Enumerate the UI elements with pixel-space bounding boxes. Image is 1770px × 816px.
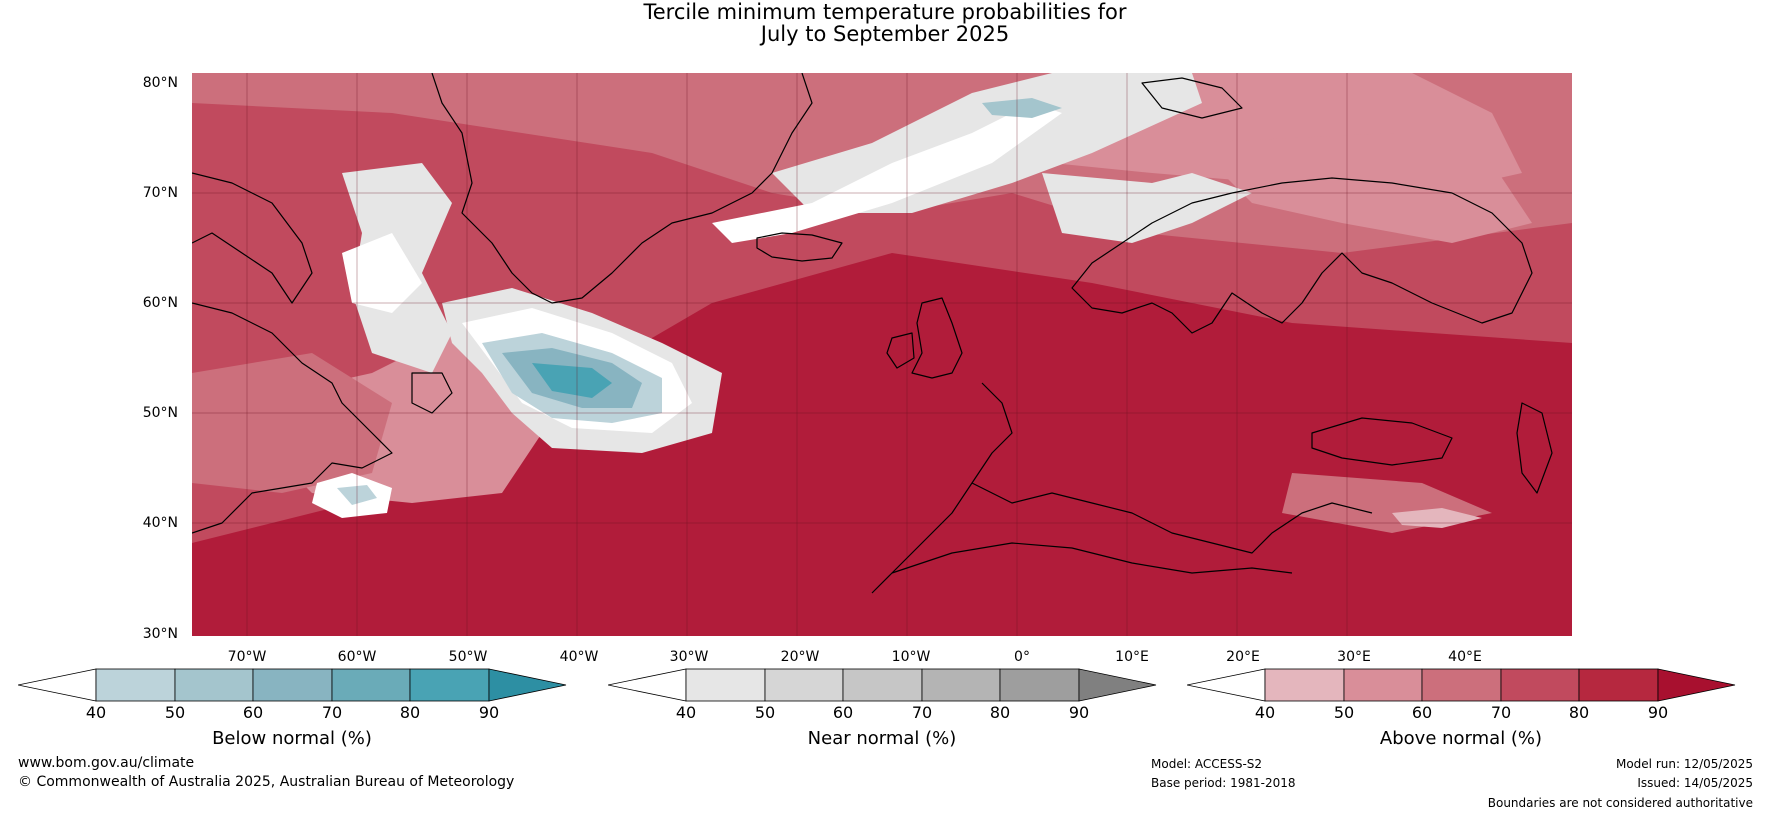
lon-label-30e: 30°E: [1337, 649, 1371, 665]
zone-near-normal-norway: [1042, 173, 1252, 243]
cb-near-seg-2: [764, 668, 844, 702]
cb-near-seg-5: [999, 668, 1080, 702]
cb-near-seg-1: [685, 668, 766, 702]
cb-near-seg-4: [921, 668, 1001, 702]
lat-label-50n: 50°N: [142, 405, 178, 421]
cb-below-seg-5: [409, 668, 490, 702]
cb-above-tick-60: 60: [1411, 703, 1433, 722]
cb-below-tick-50: 50: [164, 703, 186, 722]
footer-model-run: Model run: 12/05/2025: [1615, 757, 1753, 771]
lon-label-0: 0°: [1014, 649, 1030, 665]
cb-below-tick-60: 60: [242, 703, 264, 722]
lon-label-30w: 30°W: [669, 649, 709, 665]
zone-caspian-light: [1392, 508, 1482, 528]
map-fill: [192, 73, 1572, 636]
footer-base-period: Base period: 1981-2018: [1151, 776, 1296, 790]
probability-map: [192, 73, 1572, 636]
lon-label-40e: 40°E: [1448, 649, 1482, 665]
lon-label-20e: 20°E: [1226, 649, 1260, 665]
colorbar-near-normal: [608, 668, 1157, 702]
lat-label-40n: 40°N: [142, 515, 178, 531]
cb-above-tick-90: 90: [1647, 703, 1669, 722]
lat-label-70n: 70°N: [142, 185, 178, 201]
colorbar-below-normal: [18, 668, 567, 702]
lat-label-80n: 80°N: [142, 75, 178, 91]
cb-above-arrow-high: [1657, 668, 1736, 702]
cb-label-near-normal: Near normal (%): [807, 728, 957, 749]
cb-below-seg-3: [252, 668, 333, 702]
cb-below-seg-4: [331, 668, 411, 702]
cb-below-tick-40: 40: [85, 703, 107, 722]
cb-near-arrow-high: [1078, 668, 1157, 702]
cb-above-seg-1: [1264, 668, 1345, 702]
cb-near-arrow-low: [608, 668, 687, 702]
lon-label-10w: 10°W: [891, 649, 931, 665]
lon-label-50w: 50°W: [448, 649, 488, 665]
zone-scandinavia-50-60: [1192, 133, 1532, 243]
zone-canada-60-70: [192, 353, 392, 493]
lat-label-60n: 60°N: [142, 295, 178, 311]
cb-below-tick-80: 80: [399, 703, 421, 722]
footer-issued: Issued: 14/05/2025: [1637, 776, 1753, 790]
cb-above-tick-80: 80: [1568, 703, 1590, 722]
cb-above-tick-40: 40: [1254, 703, 1276, 722]
cb-above-arrow-low: [1187, 668, 1266, 702]
cb-near-tick-90: 90: [1068, 703, 1090, 722]
zone-white-band: [712, 103, 1062, 243]
cb-near-tick-60: 60: [832, 703, 854, 722]
cb-above-seg-5: [1578, 668, 1659, 702]
lat-label-30n: 30°N: [142, 626, 178, 642]
cb-above-seg-3: [1421, 668, 1502, 702]
zone-labrador-white: [342, 233, 422, 313]
lon-label-70w: 70°W: [227, 649, 267, 665]
cb-label-above-normal: Above normal (%): [1379, 728, 1543, 749]
footer-url: www.bom.gov.au/climate: [18, 755, 195, 771]
lon-label-40w: 40°W: [559, 649, 599, 665]
cb-above-tick-50: 50: [1333, 703, 1355, 722]
zone-below-small: [982, 98, 1062, 118]
map-title-line1: Tercile minimum temperature probabilitie…: [643, 0, 1127, 24]
coastlines: [192, 73, 1553, 594]
cb-below-seg-1: [95, 668, 176, 702]
footer-copyright: © Commonwealth of Australia 2025, Austra…: [18, 774, 515, 790]
cb-near-tick-50: 50: [754, 703, 776, 722]
cb-below-tick-70: 70: [321, 703, 343, 722]
cb-near-tick-40: 40: [675, 703, 697, 722]
cb-below-tick-90: 90: [478, 703, 500, 722]
cb-near-tick-80: 80: [989, 703, 1011, 722]
footer-disclaimer: Boundaries are not considered authoritat…: [1487, 796, 1753, 810]
lon-label-60w: 60°W: [337, 649, 377, 665]
lon-label-10e: 10°E: [1115, 649, 1149, 665]
cb-above-tick-70: 70: [1490, 703, 1512, 722]
cb-above-seg-2: [1343, 668, 1423, 702]
cb-near-seg-3: [842, 668, 923, 702]
colorbar-above-normal: [1187, 668, 1736, 702]
cb-below-arrow-low: [18, 668, 97, 702]
cb-label-below-normal: Below normal (%): [212, 728, 372, 749]
cb-below-seg-2: [174, 668, 254, 702]
footer-model: Model: ACCESS-S2: [1151, 757, 1263, 771]
cb-above-seg-4: [1500, 668, 1580, 702]
lon-label-20w: 20°W: [780, 649, 820, 665]
map-title-line2: July to September 2025: [760, 22, 1010, 46]
zone-novascotia-below: [337, 485, 377, 505]
cb-below-arrow-high: [488, 668, 567, 702]
graticule: [192, 73, 1572, 636]
cb-near-tick-70: 70: [911, 703, 933, 722]
zone-below-80-90: [532, 363, 612, 398]
